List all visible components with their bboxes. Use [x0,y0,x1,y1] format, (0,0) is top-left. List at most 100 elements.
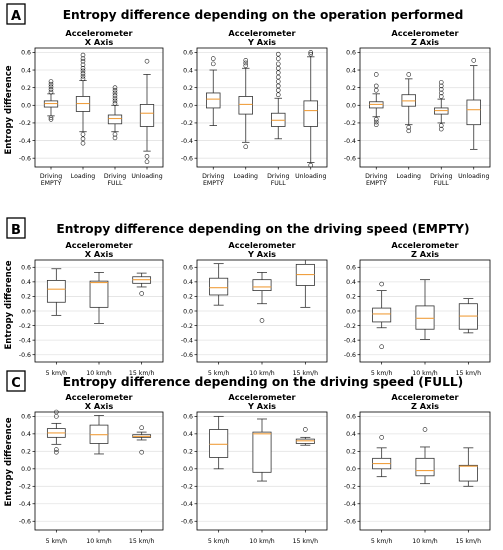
outlier-point [275,65,281,71]
y-tick-label: -0.6 [19,352,31,359]
panel-title: Entropy difference depending on the driv… [56,222,469,236]
outlier-point [308,162,314,168]
y-tick-label: -0.4 [344,337,356,344]
outlier-point [438,80,444,85]
y-tick-label: 0.2 [183,449,193,456]
outlier-point [438,83,444,89]
y-tick-label: 0.2 [183,294,193,301]
outlier-point [112,88,118,93]
subplot-title-line1: Accelerometer [65,28,133,38]
box-element [107,85,123,141]
x-tick-label: Driving FULL [430,173,452,187]
y-tick-label: -0.6 [181,155,193,162]
y-tick-label: 0.6 [183,414,193,421]
box-element [46,409,66,455]
x-tick-label: Unloading [458,173,489,180]
outlier-point [373,122,379,127]
panel-letter-box [6,370,26,392]
outlier-point [406,72,412,77]
outlier-point [48,117,54,122]
y-tick-label: 0.6 [21,265,31,272]
outlier-point [438,126,444,132]
box-element [139,58,155,165]
y-tick-label: 0.4 [183,67,193,74]
plot-frame [196,47,328,168]
panel-c-header: C Entropy difference depending on the dri… [6,370,463,392]
outlier-point [112,98,118,104]
y-tick-label: -0.2 [181,484,193,491]
box-iqr [252,279,272,291]
box-iqr [206,92,221,109]
outlier-point [112,135,118,141]
y-tick-label: 0.4 [183,279,193,286]
y-tick-label: -0.4 [344,138,356,145]
panel-letter-box [6,3,26,25]
box-element [252,418,272,482]
outlier-point [373,72,379,77]
x-tick-label: 15 km/h [129,538,155,545]
subplot-title-line1: Accelerometer [391,392,459,402]
y-tick-label: 0.6 [21,414,31,421]
box-iqr [139,104,155,127]
outlier-point [80,68,86,74]
y-tick-label: 0.0 [183,103,193,110]
outlier-point [112,132,118,137]
plot-frame [359,47,491,168]
box-iqr [252,431,272,473]
box-iqr [46,279,66,303]
box-element [271,51,286,140]
outlier-point [112,93,118,98]
subplot-title-line1: Accelerometer [65,392,133,402]
y-tick-label: -0.6 [19,155,31,162]
subplot-title-line2: Y Axis [247,401,276,411]
outlier-point [379,344,384,350]
outlier-point [243,60,249,66]
x-tick-label: Loading [71,173,95,180]
panel-a-header: A Entropy difference depending on the ope… [6,3,463,25]
outlier-point [210,61,216,67]
x-tick-label: 15 km/h [456,538,482,545]
y-tick-label: 0.0 [346,466,356,473]
y-tick-label: -0.4 [19,501,31,508]
y-tick-label: 0.6 [346,50,356,57]
y-tick-label: 0.6 [346,414,356,421]
outlier-point [80,76,86,82]
y-tick-label: 0.0 [183,308,193,315]
y-tick-label: 0.6 [183,265,193,272]
outlier-point [275,88,281,93]
y-tick-label: 0.4 [21,279,31,286]
outlier-point [422,427,428,432]
outlier-point [243,144,249,150]
box-iqr [209,277,229,296]
box-iqr [415,457,435,477]
y-tick-label: 0.0 [21,466,31,473]
y-tick-label: 0.0 [21,103,31,110]
x-tick-label: 15 km/h [456,370,482,377]
box-element [372,281,392,350]
x-tick-label: Loading [234,173,258,180]
x-tick-label: Loading [397,173,421,180]
box-element [206,56,221,126]
outlier-point [80,62,86,68]
outlier-point [303,427,308,432]
subplot-title-line2: X Axis [85,37,114,47]
y-tick-label: -0.2 [344,323,356,330]
subplot-title-line1: Accelerometer [391,240,459,250]
panel-b-header: B Entropy difference depending on the dri… [6,217,470,239]
outlier-point [373,119,379,125]
x-tick-label: 5 km/h [371,538,393,545]
box-element [458,447,478,487]
box-element [89,415,109,455]
outlier-point [438,94,444,99]
box-iqr [303,100,318,127]
outlier-point [54,409,59,415]
outlier-point [80,140,86,146]
box-element [415,427,435,485]
y-tick-label: 0.4 [346,67,356,74]
box-iqr [238,96,253,115]
panel-title: Entropy difference depending on the driv… [63,375,463,389]
subplot-title-line2: X Axis [85,249,114,259]
